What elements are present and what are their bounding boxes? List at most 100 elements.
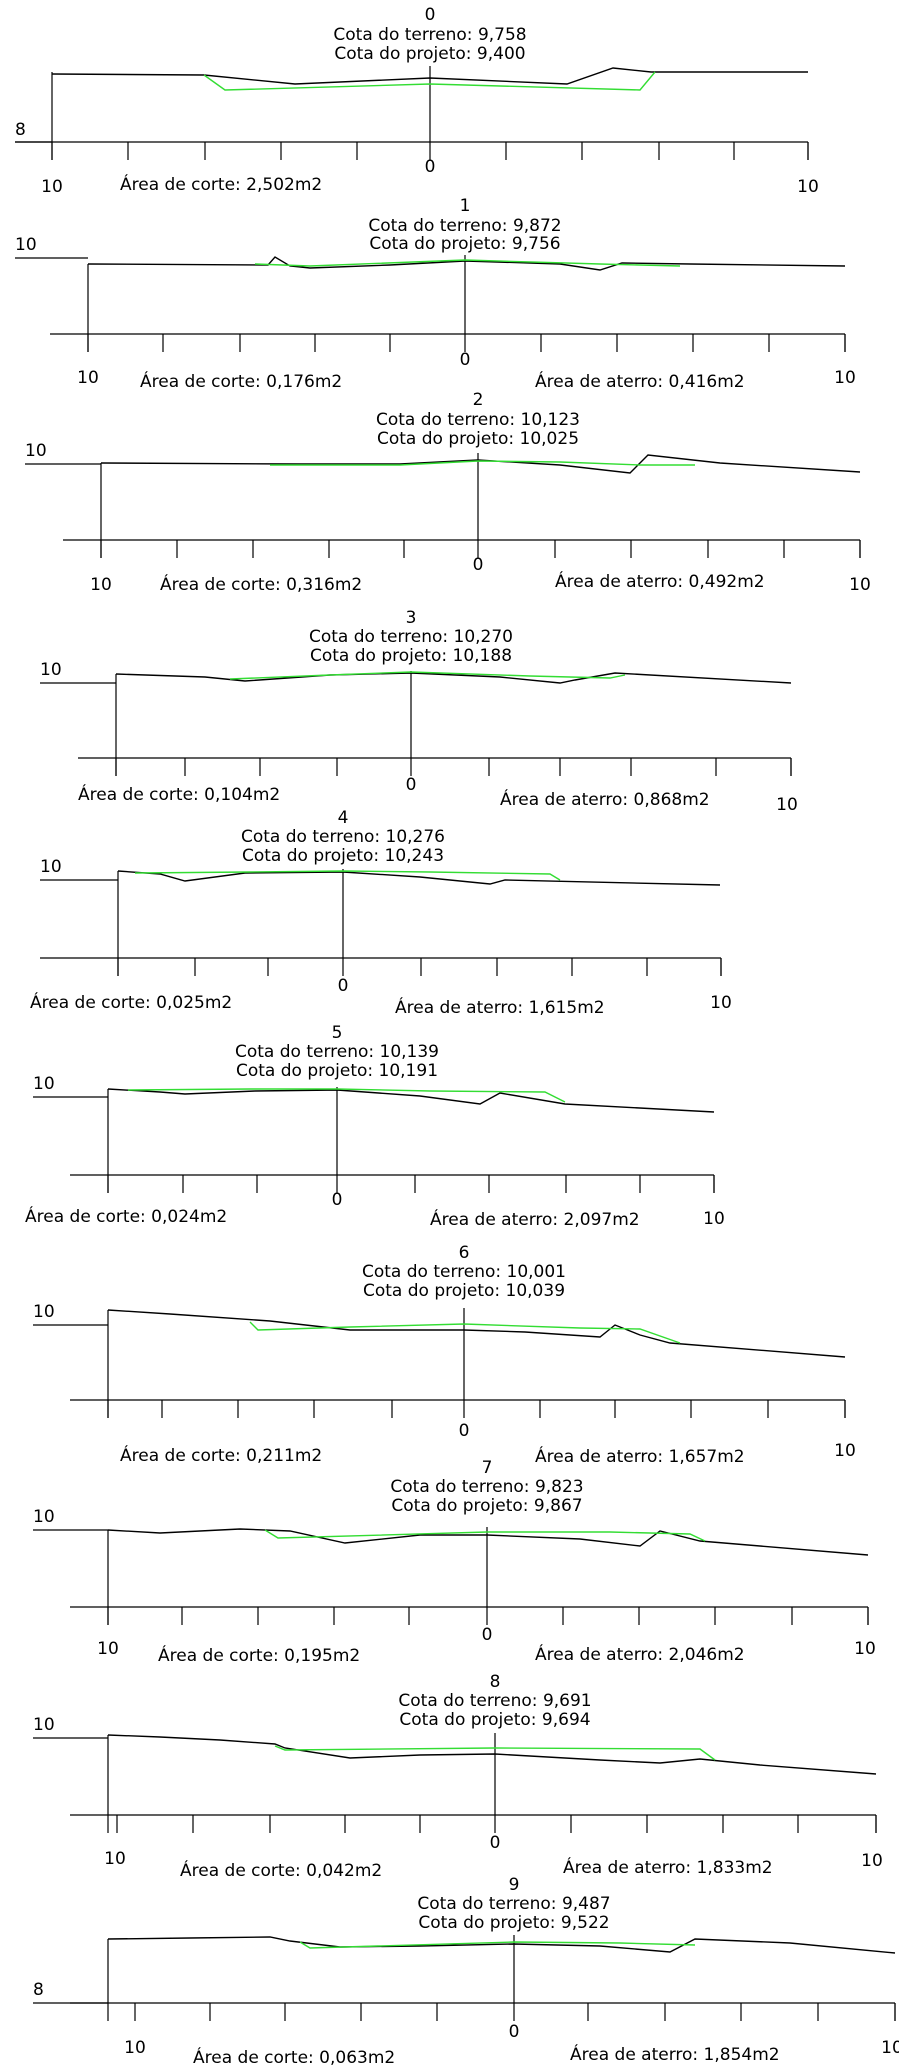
fill-area-label: Área de aterro: 1,615m2	[395, 996, 605, 1018]
project-profile-line	[270, 460, 695, 466]
terrain-profile-line	[100, 454, 861, 474]
project-elevation-label: Cota do projeto: 9,867	[391, 1496, 582, 1516]
terrain-elevation-label: Cota do terreno: 10,001	[362, 1262, 566, 1282]
right-offset-label: 10	[797, 177, 819, 197]
right-offset-label: 10	[854, 1639, 876, 1659]
section-number: 4	[338, 808, 349, 828]
right-offset-label: 10	[776, 795, 798, 815]
section-number: 9	[509, 1875, 520, 1895]
terrain-profile-line	[115, 672, 792, 684]
elevation-reference-label: 10	[33, 1302, 55, 1322]
terrain-elevation-label: Cota do terreno: 10,123	[376, 410, 580, 430]
cut-area-label: Área de corte: 0,104m2	[78, 783, 280, 805]
project-profile-line	[299, 1941, 696, 1949]
cut-area-label: Área de corte: 0,176m2	[140, 370, 342, 392]
cut-area-label: Área de corte: 0,063m2	[193, 2046, 395, 2065]
project-profile-line	[264, 1529, 706, 1542]
elevation-reference-label: 10	[40, 857, 62, 877]
section-number: 6	[459, 1243, 470, 1263]
project-profile-line	[134, 870, 561, 881]
section-number: 1	[460, 196, 471, 216]
left-offset-label: 10	[97, 1639, 119, 1659]
terrain-profile-line	[107, 1734, 877, 1775]
terrain-elevation-label: Cota do terreno: 9,487	[417, 1894, 610, 1914]
fill-area-label: Área de aterro: 1,833m2	[563, 1856, 773, 1878]
center-offset-label: 0	[338, 976, 349, 996]
project-elevation-label: Cota do projeto: 9,400	[334, 44, 525, 64]
terrain-elevation-label: Cota do terreno: 10,270	[309, 627, 513, 647]
center-offset-label: 0	[425, 157, 436, 177]
project-elevation-label: Cota do projeto: 10,039	[363, 1281, 565, 1301]
elevation-reference-label: 10	[25, 441, 47, 461]
fill-area-label: Área de aterro: 2,046m2	[535, 1643, 745, 1665]
cut-area-label: Área de corte: 0,042m2	[180, 1859, 382, 1881]
section-number: 3	[406, 608, 417, 628]
elevation-reference-label: 10	[33, 1507, 55, 1527]
project-profile-line	[127, 1088, 566, 1103]
left-offset-label: 10	[90, 575, 112, 595]
project-elevation-label: Cota do projeto: 10,191	[236, 1061, 438, 1081]
terrain-elevation-label: Cota do terreno: 9,758	[333, 25, 526, 45]
center-offset-label: 0	[460, 350, 471, 370]
right-offset-label: 10	[861, 1851, 883, 1871]
center-offset-label: 0	[473, 555, 484, 575]
section-number: 7	[482, 1458, 493, 1478]
right-offset-label: 10	[849, 575, 871, 595]
center-offset-label: 0	[406, 775, 417, 795]
terrain-elevation-label: Cota do terreno: 9,691	[398, 1691, 591, 1711]
elevation-reference-label: 10	[15, 235, 37, 255]
project-elevation-label: Cota do projeto: 10,243	[242, 846, 444, 866]
section-number: 5	[332, 1023, 343, 1043]
elevation-reference-label: 10	[40, 660, 62, 680]
project-profile-line	[203, 71, 656, 91]
terrain-profile-line	[107, 1936, 896, 1954]
terrain-elevation-label: Cota do terreno: 9,823	[390, 1477, 583, 1497]
right-offset-label: 10	[703, 1209, 725, 1229]
fill-area-label: Área de aterro: 2,097m2	[430, 1208, 640, 1230]
center-offset-label: 0	[490, 1833, 501, 1853]
fill-area-label: Área de aterro: 1,854m2	[570, 2043, 780, 2065]
right-offset-label: 10	[834, 1441, 856, 1461]
project-profile-line	[274, 1745, 716, 1761]
left-offset-label: 10	[124, 2038, 146, 2058]
cut-area-label: Área de corte: 0,211m2	[120, 1444, 322, 1466]
cut-area-label: Área de corte: 0,025m2	[30, 991, 232, 1013]
elevation-reference-label: 10	[33, 1074, 55, 1094]
terrain-profile-line	[117, 870, 721, 886]
center-offset-label: 0	[459, 1421, 470, 1441]
terrain-profile-line	[107, 1088, 715, 1113]
fill-area-label: Área de aterro: 0,416m2	[535, 370, 745, 392]
right-offset-label: 10	[710, 993, 732, 1013]
center-offset-label: 0	[332, 1190, 343, 1210]
section-number: 8	[490, 1672, 501, 1692]
terrain-elevation-label: Cota do terreno: 10,276	[241, 827, 445, 847]
cut-area-label: Área de corte: 0,316m2	[160, 573, 362, 595]
elevation-reference-label: 10	[33, 1715, 55, 1735]
project-elevation-label: Cota do projeto: 9,522	[418, 1913, 609, 1933]
fill-area-label: Área de aterro: 0,868m2	[500, 788, 710, 810]
section-number: 0	[425, 5, 436, 25]
project-profile-line	[254, 259, 681, 267]
section-number: 2	[473, 390, 484, 410]
center-offset-label: 0	[482, 1625, 493, 1645]
fill-area-label: Área de aterro: 1,657m2	[535, 1445, 745, 1467]
cut-area-label: Área de corte: 0,195m2	[158, 1644, 360, 1666]
project-elevation-label: Cota do projeto: 10,188	[310, 646, 512, 666]
right-offset-label: 10	[881, 2038, 899, 2058]
terrain-elevation-label: Cota do terreno: 10,139	[235, 1042, 439, 1062]
project-profile-line	[229, 671, 626, 680]
project-elevation-label: Cota do projeto: 9,694	[399, 1710, 590, 1730]
right-offset-label: 10	[834, 368, 856, 388]
terrain-profile-line	[107, 1528, 869, 1556]
center-offset-label: 0	[509, 2022, 520, 2042]
